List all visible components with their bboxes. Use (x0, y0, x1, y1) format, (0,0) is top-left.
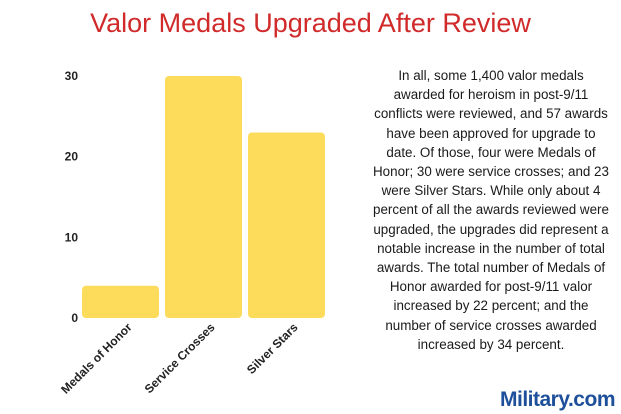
bar-service-crosses (165, 76, 242, 318)
description-text: In all, some 1,400 valor medals awarded … (373, 68, 609, 352)
y-tick-label: 30 (65, 69, 79, 83)
bar-medals-of-honor (82, 285, 159, 318)
bars (82, 76, 325, 318)
y-tick-label: 10 (65, 230, 79, 244)
y-axis-ticks: 0 10 20 30 (65, 69, 79, 325)
x-tick-label: Medals of Honor (58, 320, 135, 397)
y-tick-label: 0 (71, 311, 78, 325)
bar-silver-stars (248, 132, 325, 318)
chart-title: Valor Medals Upgraded After Review (90, 8, 531, 38)
x-tick-label: Silver Stars (244, 320, 301, 377)
x-tick-label: Service Crosses (142, 320, 218, 396)
y-tick-label: 20 (65, 150, 79, 164)
military-com-logo[interactable]: Military.com (500, 388, 615, 411)
x-axis-ticks: Medals of Honor Service Crosses Silver Sta… (58, 320, 301, 397)
